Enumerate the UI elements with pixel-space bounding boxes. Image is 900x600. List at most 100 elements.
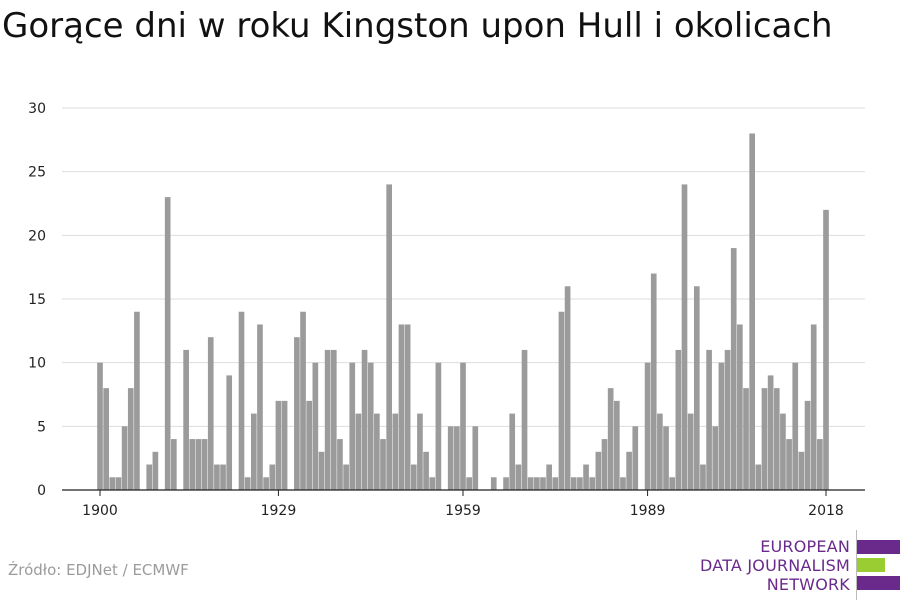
bar — [269, 464, 276, 490]
bar — [460, 362, 466, 490]
bar — [810, 324, 817, 490]
bar — [515, 464, 522, 490]
logo-bar-purple-top — [857, 540, 900, 554]
bar — [743, 388, 749, 490]
bar — [607, 388, 614, 490]
bar — [349, 362, 356, 490]
bar — [330, 349, 337, 490]
bar — [657, 413, 663, 490]
bar — [250, 413, 257, 490]
bar — [589, 477, 596, 490]
bar — [681, 184, 688, 490]
bar — [257, 324, 263, 490]
bar — [146, 464, 153, 490]
y-tick-label: 20 — [28, 228, 46, 244]
bar — [737, 324, 743, 490]
bar — [798, 451, 805, 490]
bar — [337, 439, 343, 490]
bar — [712, 426, 719, 490]
y-tick-label: 5 — [37, 419, 46, 435]
source-note: Źródło: EDJNet / ECMWF — [8, 561, 189, 579]
bar — [626, 451, 632, 490]
bar — [687, 413, 694, 490]
bar — [632, 426, 639, 490]
bar — [423, 451, 429, 490]
bar — [294, 337, 300, 490]
bar — [263, 477, 269, 490]
bar — [564, 286, 571, 490]
bar — [577, 477, 583, 490]
bar — [374, 413, 380, 490]
bar — [306, 400, 313, 490]
bar — [663, 426, 669, 490]
bar — [410, 464, 417, 490]
bar — [466, 477, 472, 490]
bar — [189, 439, 196, 490]
bar — [324, 349, 331, 490]
y-tick-label: 30 — [28, 101, 46, 117]
bar — [540, 477, 546, 490]
bar — [761, 388, 768, 490]
bar — [503, 477, 509, 490]
bar — [109, 477, 116, 490]
y-tick-label: 15 — [28, 292, 46, 308]
bar — [312, 362, 319, 490]
bar — [730, 248, 737, 490]
bar — [570, 477, 577, 490]
bar — [583, 464, 589, 490]
logo-line-3: NETWORK — [766, 575, 850, 594]
bar — [121, 426, 128, 490]
bar — [669, 477, 676, 490]
bar — [207, 337, 214, 490]
logo-divider — [856, 530, 857, 600]
y-tick-label: 25 — [28, 165, 46, 181]
bar — [281, 400, 288, 490]
bar — [693, 286, 700, 490]
bar — [380, 439, 386, 490]
bar — [472, 426, 479, 490]
bar — [700, 464, 706, 490]
bar — [527, 477, 534, 490]
bar — [226, 375, 233, 490]
logo-line-1: EUROPEAN — [760, 537, 850, 556]
bar — [355, 413, 362, 490]
y-tick-label: 0 — [37, 483, 46, 499]
bar — [546, 464, 552, 490]
bar — [183, 349, 189, 490]
bar — [429, 477, 436, 490]
bar — [817, 439, 823, 490]
bar — [361, 349, 368, 490]
bar — [97, 362, 103, 490]
y-tick-label: 10 — [28, 356, 46, 372]
bar — [244, 477, 251, 490]
bar — [171, 439, 177, 490]
x-tick-label: 2018 — [808, 503, 844, 519]
bar — [103, 388, 109, 490]
edjnet-logo[interactable]: EUROPEAN DATA JOURNALISM NETWORK — [700, 530, 900, 600]
bar — [792, 362, 799, 490]
bar — [724, 349, 731, 490]
bar — [613, 400, 620, 490]
bar — [404, 324, 411, 490]
bar — [300, 311, 306, 490]
bar — [767, 375, 774, 490]
bar — [454, 426, 460, 490]
bar — [823, 209, 829, 490]
bar — [134, 311, 140, 490]
bar — [195, 439, 202, 490]
x-tick-label: 1989 — [630, 503, 666, 519]
bar — [220, 464, 226, 490]
bar — [718, 362, 725, 490]
bar — [152, 451, 159, 490]
bar — [490, 477, 497, 490]
bar — [238, 311, 245, 490]
bar — [447, 426, 454, 490]
bar — [392, 413, 399, 490]
bar — [398, 324, 405, 490]
bar — [534, 477, 540, 490]
bar — [552, 477, 559, 490]
bar — [275, 400, 282, 490]
bar — [644, 362, 651, 490]
bar — [201, 439, 208, 490]
bar — [435, 362, 442, 490]
